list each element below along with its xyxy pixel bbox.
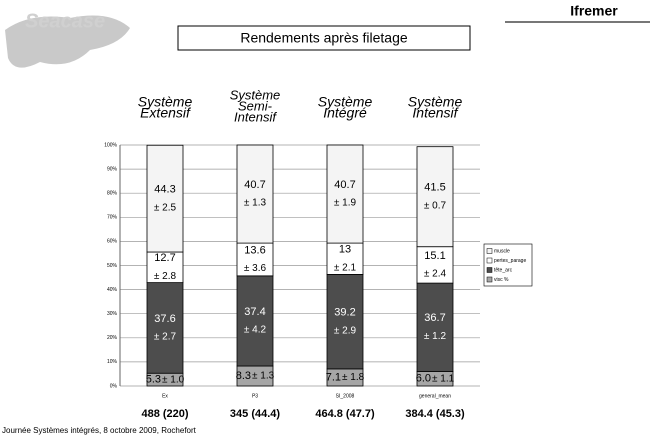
slide: Seacase Ifremer Rendements après filetag… [0,0,650,436]
value-label: 7.1 [326,371,341,383]
bar-segment [147,145,183,252]
bar-segment [147,283,183,374]
total-label: 345 (44.4) [230,408,280,420]
value-label: 5.3 [146,374,161,386]
chart-title: Rendements après filetage [240,30,408,46]
legend-swatch [487,258,492,263]
value-label: 6.0 [416,373,431,385]
y-tick-label: 60% [107,239,118,245]
legend-label: pertes_parage [494,258,526,264]
legend-label: muscle [494,248,510,254]
error-label: ± 0.7 [424,200,447,211]
error-label: ± 1.2 [424,331,447,342]
bar-segment [417,283,453,371]
y-tick-label: 40% [107,287,118,293]
bar-segment [327,145,363,243]
value-label: 12.7 [154,252,175,264]
value-label: 8.3 [236,370,251,382]
bar-segment [417,147,453,247]
error-label: ± 2.7 [154,332,177,343]
value-label: 40.7 [244,179,265,191]
legend-label: tête_arc [494,267,513,273]
value-label: 36.7 [424,312,445,324]
column-header: Intégré [323,105,367,121]
value-label: 44.3 [154,184,175,196]
x-tick-label: SI_2008 [336,393,355,399]
y-tick-label: 80% [107,191,118,197]
y-tick-label: 50% [107,263,118,269]
x-tick-label: P3 [252,393,258,399]
legend-swatch [487,277,492,282]
total-label: 488 (220) [141,408,188,420]
column-header: Intensif [412,105,459,121]
y-tick-label: 100% [104,142,117,148]
value-label: 40.7 [334,179,355,191]
x-tick-label: Ex [162,393,168,399]
error-label: ± 2.5 [154,202,177,213]
error-label: ± 1.9 [334,198,357,209]
error-label: ± 1.3 [244,198,267,209]
bar-segment [237,145,273,243]
y-tick-label: 10% [107,359,118,365]
y-tick-label: 70% [107,215,118,221]
y-tick-label: 20% [107,335,118,341]
total-label: 384.4 (45.3) [405,408,465,420]
bar-segment [237,276,273,366]
error-label: ± 1.1 [432,373,455,384]
column-header: Extensif [140,105,192,121]
value-label: 41.5 [424,182,445,194]
error-label: ± 1.3 [252,371,275,382]
y-tick-label: 90% [107,166,118,172]
value-label: 37.6 [154,313,175,325]
value-label: 15.1 [424,250,445,262]
logo-text: Seacase [25,10,105,32]
legend-swatch [487,249,492,254]
total-label: 464.8 (47.7) [315,408,375,420]
legend-label: visc % [494,277,509,283]
error-label: ± 3.6 [244,263,267,274]
error-label: ± 4.2 [244,325,267,336]
y-tick-label: 30% [107,311,118,317]
error-label: ± 2.8 [154,271,177,282]
y-tick-label: 0% [110,383,118,389]
value-label: 39.2 [334,307,355,319]
error-label: ± 2.9 [334,325,357,336]
error-label: ± 2.4 [424,269,447,280]
brand: Ifremer [570,3,618,19]
legend-swatch [487,268,492,273]
x-tick-label: general_mean [419,393,451,399]
value-label: 13.6 [244,244,265,256]
error-label: ± 1.8 [342,372,365,383]
footer: Journée Systèmes intégrés, 8 octobre 200… [2,426,197,435]
bar-segment [327,274,363,368]
column-header: Intensif [234,109,277,124]
error-label: ± 2.1 [334,262,357,273]
value-label: 13 [339,244,351,256]
value-label: 37.4 [244,306,265,318]
error-label: ± 1.0 [162,374,185,385]
